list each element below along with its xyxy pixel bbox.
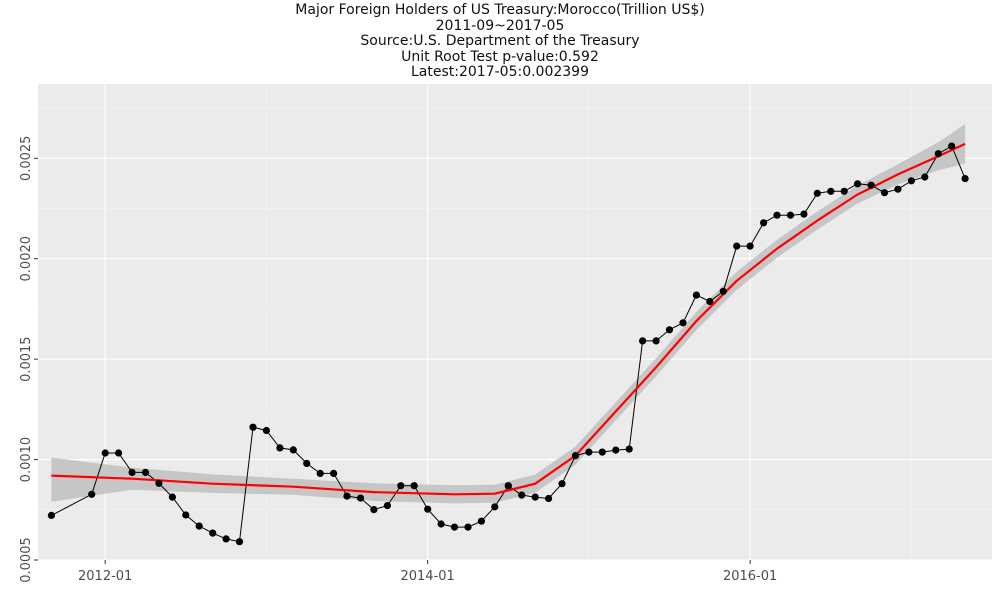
data-point [397,482,405,490]
data-point [464,523,472,531]
data-point [921,173,929,181]
y-tick-label: 0.0005 [19,537,34,583]
data-point [719,287,727,295]
data-point [652,337,660,345]
x-tick-label: 2016-01 [723,569,777,584]
data-point [249,423,257,431]
data-point [491,503,499,511]
data-point [827,187,835,195]
data-point [840,187,848,195]
data-point [706,297,714,306]
data-point [800,210,808,218]
data-point [316,469,324,477]
smooth-trend-line [51,142,966,496]
data-point [276,444,284,452]
chart-unit-root-test: Unit Root Test p-value:0.592 [401,48,599,65]
data-point [585,448,593,456]
y-tick-label: 0.0020 [19,236,34,282]
data-point [518,491,526,499]
data-point [880,189,889,197]
data-point [101,449,109,457]
chart-title: Major Foreign Holders of US Treasury:Mor… [295,2,705,18]
data-point [450,523,459,531]
data-point [383,502,391,510]
data-point [330,469,338,477]
data-point [786,211,795,219]
data-point [289,446,297,454]
data-point [262,426,270,435]
data-point [343,492,351,500]
data-point [115,449,123,457]
data-point [679,319,687,327]
data-point [894,185,902,193]
data-point [504,482,512,490]
chart-date-range: 2011-09~2017-05 [435,17,565,34]
data-point [733,242,741,250]
data-point [934,150,942,158]
data-point [209,529,217,537]
data-point [625,445,633,453]
data-point [813,189,821,197]
data-point [477,517,485,525]
data-point [746,242,754,250]
data-point [424,505,432,513]
data-point [410,482,418,490]
major-gridlines [38,84,992,561]
data-point [168,493,176,501]
data-point [222,535,230,543]
data-point [760,219,768,227]
data-point [47,511,56,519]
observed-points-layer [47,142,969,546]
y-tick-label: 0.0025 [19,136,34,182]
data-point [235,538,244,546]
chart-title-block: Major Foreign Holders of US Treasury:Mor… [0,2,1000,81]
data-point [141,468,150,476]
data-point [961,175,969,183]
data-point [437,520,445,528]
data-point [545,494,553,503]
data-point [182,511,190,519]
data-point [612,446,620,454]
data-point [155,479,163,487]
data-point [128,468,136,476]
data-point [639,337,647,345]
x-axis-ticks: 2012-01 2014-01 2016-01 [78,560,777,584]
data-point [558,480,566,488]
data-point [195,522,203,530]
chart-latest-value: Latest:2017-05:0.002399 [411,64,589,80]
data-point [303,459,311,467]
data-point [571,452,580,460]
y-tick-label: 0.0015 [19,336,34,382]
data-point [531,493,539,501]
data-point [356,494,365,502]
smooth-line-layer [51,142,966,496]
data-point [370,506,378,514]
data-point [598,448,606,456]
data-point [88,490,96,498]
y-axis-ticks: 0.0005 0.0010 0.0015 0.0020 0.0025 [19,136,38,583]
chart-source: Source:U.S. Department of the Treasury [360,33,640,49]
data-point [665,326,674,334]
data-point [948,142,956,150]
data-point [907,177,916,185]
y-tick-label: 0.0010 [19,437,34,483]
data-point [773,211,781,219]
minor-gridlines [38,84,992,560]
data-point [854,180,862,188]
x-tick-label: 2014-01 [400,569,454,584]
data-point [867,181,875,189]
data-point [692,291,701,299]
x-tick-label: 2012-01 [78,569,132,584]
